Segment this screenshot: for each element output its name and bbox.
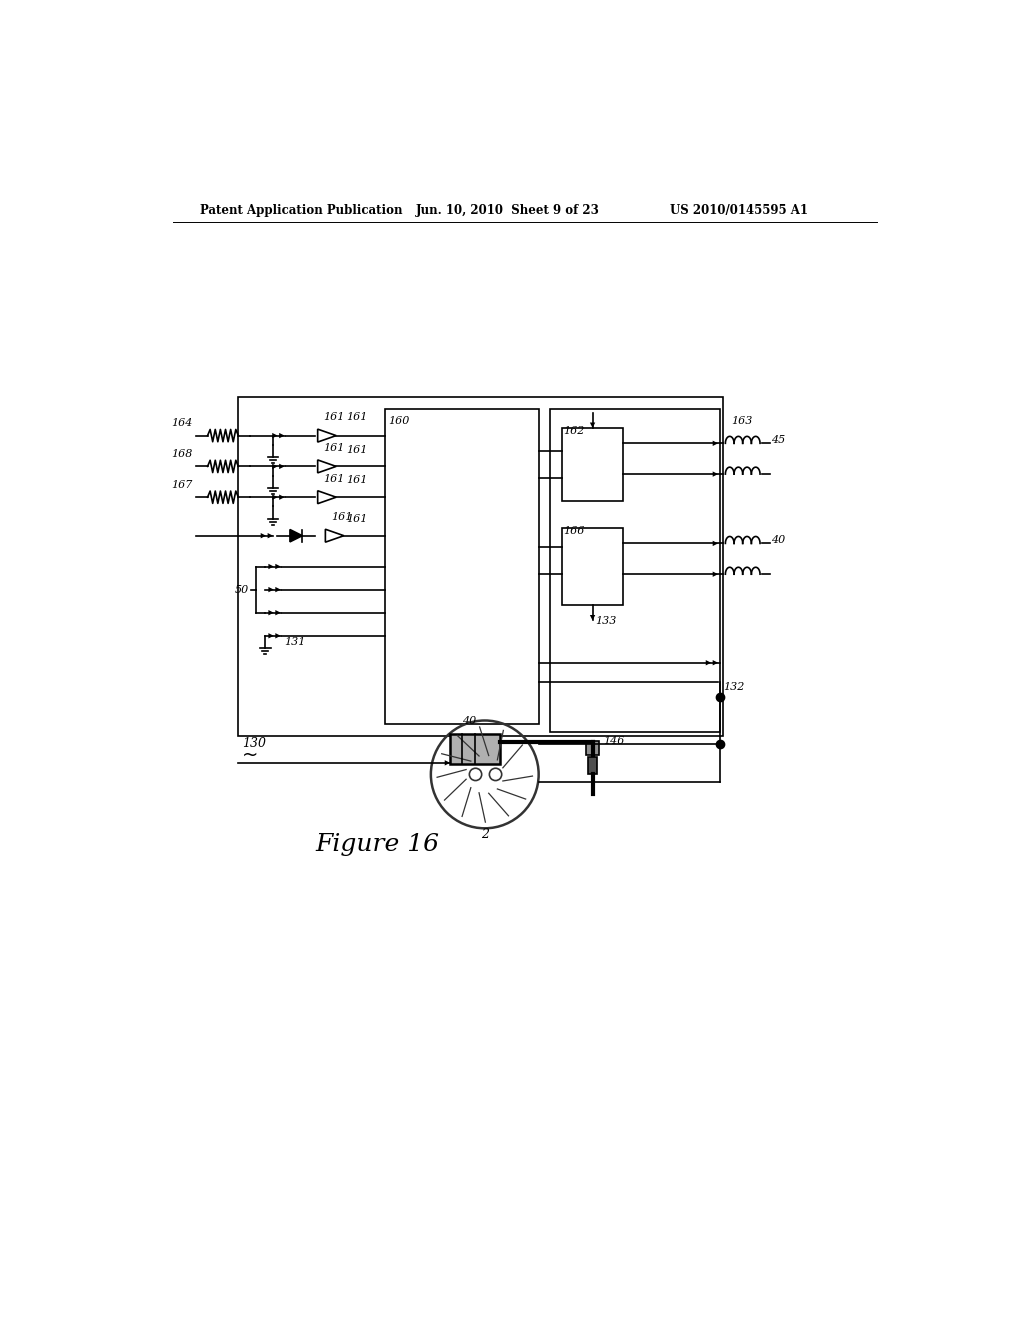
- Polygon shape: [444, 760, 451, 766]
- Text: 160: 160: [388, 416, 410, 426]
- Bar: [588, 758, 597, 775]
- Text: 161: 161: [331, 512, 352, 523]
- Polygon shape: [272, 495, 278, 500]
- Polygon shape: [713, 572, 718, 577]
- Text: 161: 161: [346, 475, 368, 486]
- Polygon shape: [275, 564, 281, 569]
- Polygon shape: [713, 471, 718, 477]
- Text: 50: 50: [234, 585, 249, 594]
- Polygon shape: [590, 615, 595, 620]
- Polygon shape: [268, 587, 273, 593]
- Polygon shape: [275, 610, 281, 615]
- Polygon shape: [713, 660, 718, 665]
- Bar: [451, 734, 500, 763]
- Polygon shape: [268, 610, 273, 615]
- Text: 45: 45: [771, 436, 785, 445]
- Text: 161: 161: [346, 513, 368, 524]
- Polygon shape: [713, 441, 718, 446]
- Text: 133: 133: [595, 616, 616, 626]
- Polygon shape: [268, 634, 273, 639]
- Text: 130: 130: [243, 738, 266, 751]
- Polygon shape: [275, 634, 281, 639]
- Bar: [562, 528, 624, 605]
- Text: 146: 146: [603, 735, 625, 746]
- Polygon shape: [275, 587, 281, 593]
- Text: 161: 161: [323, 444, 344, 453]
- Bar: [562, 428, 624, 502]
- Text: Figure 16: Figure 16: [315, 833, 439, 857]
- Polygon shape: [267, 533, 273, 539]
- Bar: [385, 409, 539, 725]
- Text: Jun. 10, 2010  Sheet 9 of 23: Jun. 10, 2010 Sheet 9 of 23: [416, 205, 599, 218]
- Polygon shape: [280, 433, 285, 438]
- Text: 161: 161: [323, 474, 344, 484]
- Polygon shape: [713, 541, 718, 546]
- Text: 131: 131: [285, 638, 306, 647]
- Polygon shape: [280, 495, 285, 500]
- Bar: [550, 409, 720, 733]
- Text: 161: 161: [346, 412, 368, 422]
- Text: 164: 164: [171, 418, 193, 429]
- Text: 132: 132: [724, 681, 744, 692]
- Text: US 2010/0145595 A1: US 2010/0145595 A1: [670, 205, 808, 218]
- Text: 162: 162: [563, 426, 585, 436]
- Polygon shape: [706, 660, 711, 665]
- Text: 40: 40: [771, 536, 785, 545]
- Text: ~: ~: [243, 746, 259, 764]
- Text: 161: 161: [323, 412, 344, 422]
- Bar: [239, 397, 724, 737]
- Polygon shape: [272, 463, 278, 469]
- Text: 2: 2: [480, 828, 488, 841]
- Polygon shape: [268, 564, 273, 569]
- Text: 163: 163: [731, 416, 753, 426]
- Text: 167: 167: [171, 480, 193, 490]
- Text: 166: 166: [563, 527, 585, 536]
- Text: 168: 168: [171, 449, 193, 459]
- Text: 161: 161: [346, 445, 368, 454]
- Polygon shape: [280, 463, 285, 469]
- Bar: [587, 742, 599, 755]
- Text: 40: 40: [462, 715, 476, 726]
- Polygon shape: [590, 422, 595, 428]
- Polygon shape: [272, 433, 278, 438]
- Polygon shape: [261, 533, 266, 539]
- Text: Patent Application Publication: Patent Application Publication: [200, 205, 402, 218]
- Polygon shape: [290, 529, 302, 543]
